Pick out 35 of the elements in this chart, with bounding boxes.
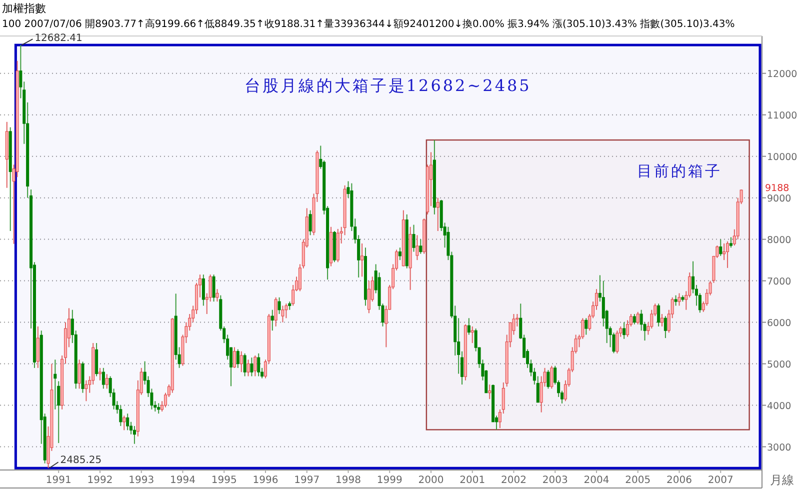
y-tick-label: 5000 [767, 359, 792, 370]
x-tick-label: 1992 [87, 475, 113, 486]
annotation: 9188 [765, 183, 790, 194]
y-tick-label: 7000 [767, 276, 792, 288]
x-tick-label: 2003 [542, 475, 568, 486]
chart-subtitle: 100 2007/07/06 開8903.77↑高9199.66↑低8849.35↑收9188.31↑量33936344↓額92401200↓換0.00% 振3.94% 漲(305.10)3.43% 指數(305.10)3.43% [2, 18, 735, 30]
x-tick-label: 2005 [625, 475, 651, 486]
x-tick-label: 2004 [584, 475, 610, 486]
x-tick-label: 2000 [418, 475, 444, 486]
y-tick-label: 6000 [767, 318, 792, 329]
y-tick-label: 12000 [767, 68, 798, 80]
x-tick-label: 2002 [501, 475, 526, 486]
annotation: 2485.25 [60, 455, 102, 466]
y-tick-label: 4000 [767, 400, 792, 412]
band-label: 台股月線的大箱子是12682~2485 [244, 76, 532, 96]
x-tick-label: 1991 [46, 475, 72, 486]
band-label: 目前的箱子 [636, 162, 722, 180]
x-tick-label: 1996 [252, 475, 278, 486]
x-tick-label: 1995 [211, 475, 237, 486]
x-tick-label: 1998 [336, 475, 361, 486]
x-tick-label: 2001 [460, 475, 486, 486]
x-axis-title: 月線 [770, 473, 794, 487]
chart-title: 加權指數 [2, 2, 46, 15]
y-tick-label: 3000 [767, 442, 792, 454]
y-tick-label: 10000 [767, 152, 798, 163]
y-tick-label: 8000 [767, 234, 792, 246]
x-tick-label: 1999 [376, 475, 402, 486]
x-tick-label: 1993 [128, 475, 154, 486]
x-tick-label: 2006 [666, 475, 692, 486]
y-tick-label: 11000 [767, 110, 798, 122]
y-tick-label: 9000 [767, 193, 792, 204]
x-tick-label: 1997 [294, 475, 320, 486]
annotation: 12682.41 [34, 33, 82, 44]
x-tick-label: 1994 [170, 475, 196, 486]
x-tick-label: 2007 [708, 475, 734, 486]
